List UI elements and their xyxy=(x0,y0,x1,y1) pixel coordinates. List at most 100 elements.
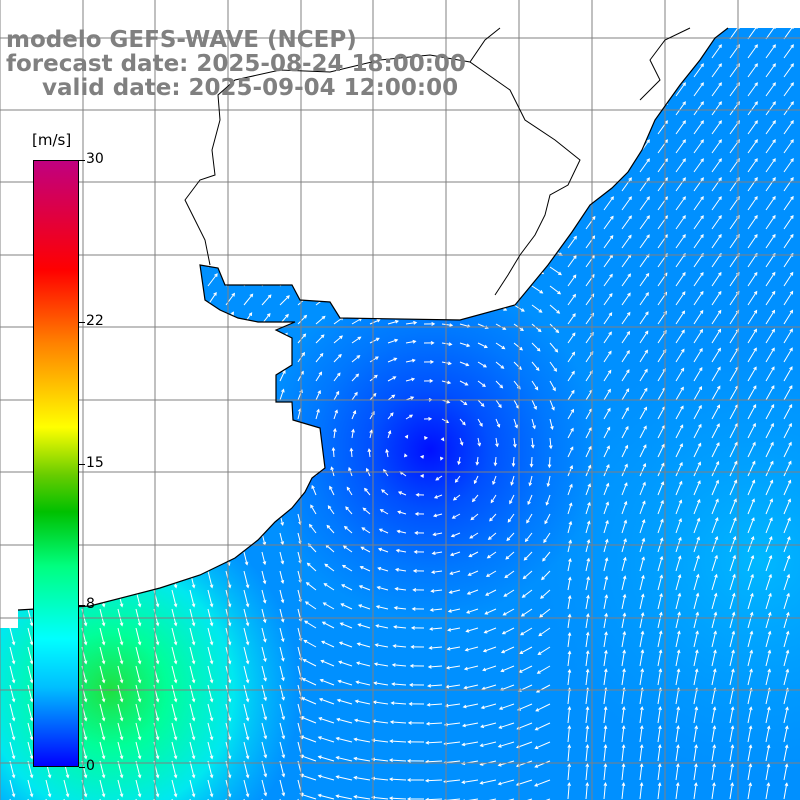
wind-arrow-head xyxy=(208,524,213,529)
wind-arrow xyxy=(783,499,791,515)
wind-arrow-head xyxy=(786,573,791,578)
wind-arrow xyxy=(426,741,443,744)
wind-arrow xyxy=(333,354,342,363)
wind-arrow xyxy=(99,346,105,363)
wind-arrow-head xyxy=(493,462,498,467)
wind-arrow xyxy=(9,646,15,664)
wind-arrow-head xyxy=(570,408,575,413)
wind-arrow xyxy=(531,342,541,352)
wind-arrow xyxy=(151,479,155,496)
wind-arrow xyxy=(405,151,422,154)
wind-arrow-head xyxy=(528,482,533,487)
wind-arrow xyxy=(168,480,173,496)
wind-arrow xyxy=(477,228,492,233)
wind-arrow-head xyxy=(788,385,793,389)
wind-arrow-head xyxy=(119,641,124,646)
wind-arrow-head xyxy=(772,195,776,200)
wind-arrow-head xyxy=(784,763,789,768)
wind-arrow xyxy=(747,593,754,610)
wind-arrow xyxy=(603,520,609,534)
wind-arrow xyxy=(487,551,497,559)
wind-arrow-head xyxy=(718,120,722,125)
wind-arrow-head xyxy=(718,233,722,238)
wind-arrow-head xyxy=(561,117,566,122)
wind-arrow xyxy=(603,539,608,553)
wind-arrow xyxy=(603,120,614,135)
wind-arrow xyxy=(657,425,665,439)
wind-arrow-head xyxy=(715,498,719,503)
wind-arrow xyxy=(747,120,758,135)
wind-arrow-head xyxy=(607,388,611,393)
wind-arrow-head xyxy=(371,776,376,781)
wind-arrow xyxy=(333,204,348,211)
wind-arrow-head xyxy=(466,610,470,614)
wind-arrow xyxy=(519,646,533,654)
wind-arrow-head xyxy=(142,234,146,238)
wind-arrow xyxy=(639,177,650,192)
wind-arrow xyxy=(8,459,11,477)
wind-arrow xyxy=(657,556,663,572)
wind-arrow-head xyxy=(682,196,686,200)
wind-arrow-head xyxy=(101,736,106,741)
wind-arrow-head xyxy=(534,745,539,750)
wind-arrow xyxy=(297,427,300,439)
wind-arrow xyxy=(499,722,515,729)
wind-arrow-head xyxy=(768,573,772,578)
wind-arrow xyxy=(693,726,698,743)
wind-arrow-head xyxy=(304,601,309,605)
wind-arrow-head xyxy=(250,274,255,279)
wind-arrow-head xyxy=(19,9,22,12)
wind-arrow xyxy=(765,28,776,40)
wind-arrow-head xyxy=(126,140,130,145)
wind-arrow-head xyxy=(472,152,477,157)
wind-arrow xyxy=(765,499,773,515)
wind-arrow xyxy=(133,479,137,496)
wind-arrow-head xyxy=(466,343,471,348)
wind-arrow xyxy=(693,139,704,154)
wind-arrow xyxy=(315,428,318,439)
wind-arrow xyxy=(747,215,758,230)
wind-arrow-head xyxy=(544,78,549,83)
wind-arrow-head xyxy=(430,341,435,345)
wind-arrow-head xyxy=(786,611,790,616)
wind-arrow-head xyxy=(492,481,496,485)
wind-arrow xyxy=(603,745,607,762)
wind-arrow-head xyxy=(306,562,311,567)
wind-arrow xyxy=(639,501,646,515)
wind-arrow-head xyxy=(380,205,385,210)
wind-arrow xyxy=(135,253,146,268)
wind-arrow xyxy=(603,576,608,591)
wind-arrow-head xyxy=(155,584,160,589)
wind-arrow xyxy=(747,177,758,192)
wind-arrow xyxy=(297,513,302,525)
wind-arrow-head xyxy=(455,113,460,118)
wind-arrow-head xyxy=(173,736,178,741)
wind-arrow-head xyxy=(786,554,791,559)
wind-arrow xyxy=(603,408,611,420)
wind-arrow-head xyxy=(11,755,16,760)
wind-arrow xyxy=(338,680,353,686)
wind-arrow-head xyxy=(193,328,197,333)
wind-arrow-head xyxy=(639,725,644,730)
wind-arrow xyxy=(585,558,590,572)
wind-arrow-head xyxy=(644,330,649,335)
wind-arrow xyxy=(711,593,717,610)
wind-arrow xyxy=(390,740,407,743)
wind-arrow-head xyxy=(588,445,592,450)
wind-arrow-head xyxy=(608,350,612,355)
wind-arrow-head xyxy=(263,716,268,721)
wind-arrow-head xyxy=(211,329,215,334)
wind-arrow xyxy=(300,735,317,743)
wind-arrow xyxy=(303,639,317,648)
wind-arrow xyxy=(297,240,311,249)
wind-arrow-head xyxy=(628,177,632,182)
wind-arrow xyxy=(261,684,267,701)
wind-arrow xyxy=(9,551,15,568)
wind-arrow-head xyxy=(483,344,488,349)
wind-arrow xyxy=(550,20,565,25)
wind-arrow-head xyxy=(585,668,590,673)
wind-arrow-head xyxy=(25,458,30,464)
wind-arrow xyxy=(603,669,607,686)
wind-arrow-head xyxy=(698,404,702,409)
wind-arrow-head xyxy=(452,227,457,232)
